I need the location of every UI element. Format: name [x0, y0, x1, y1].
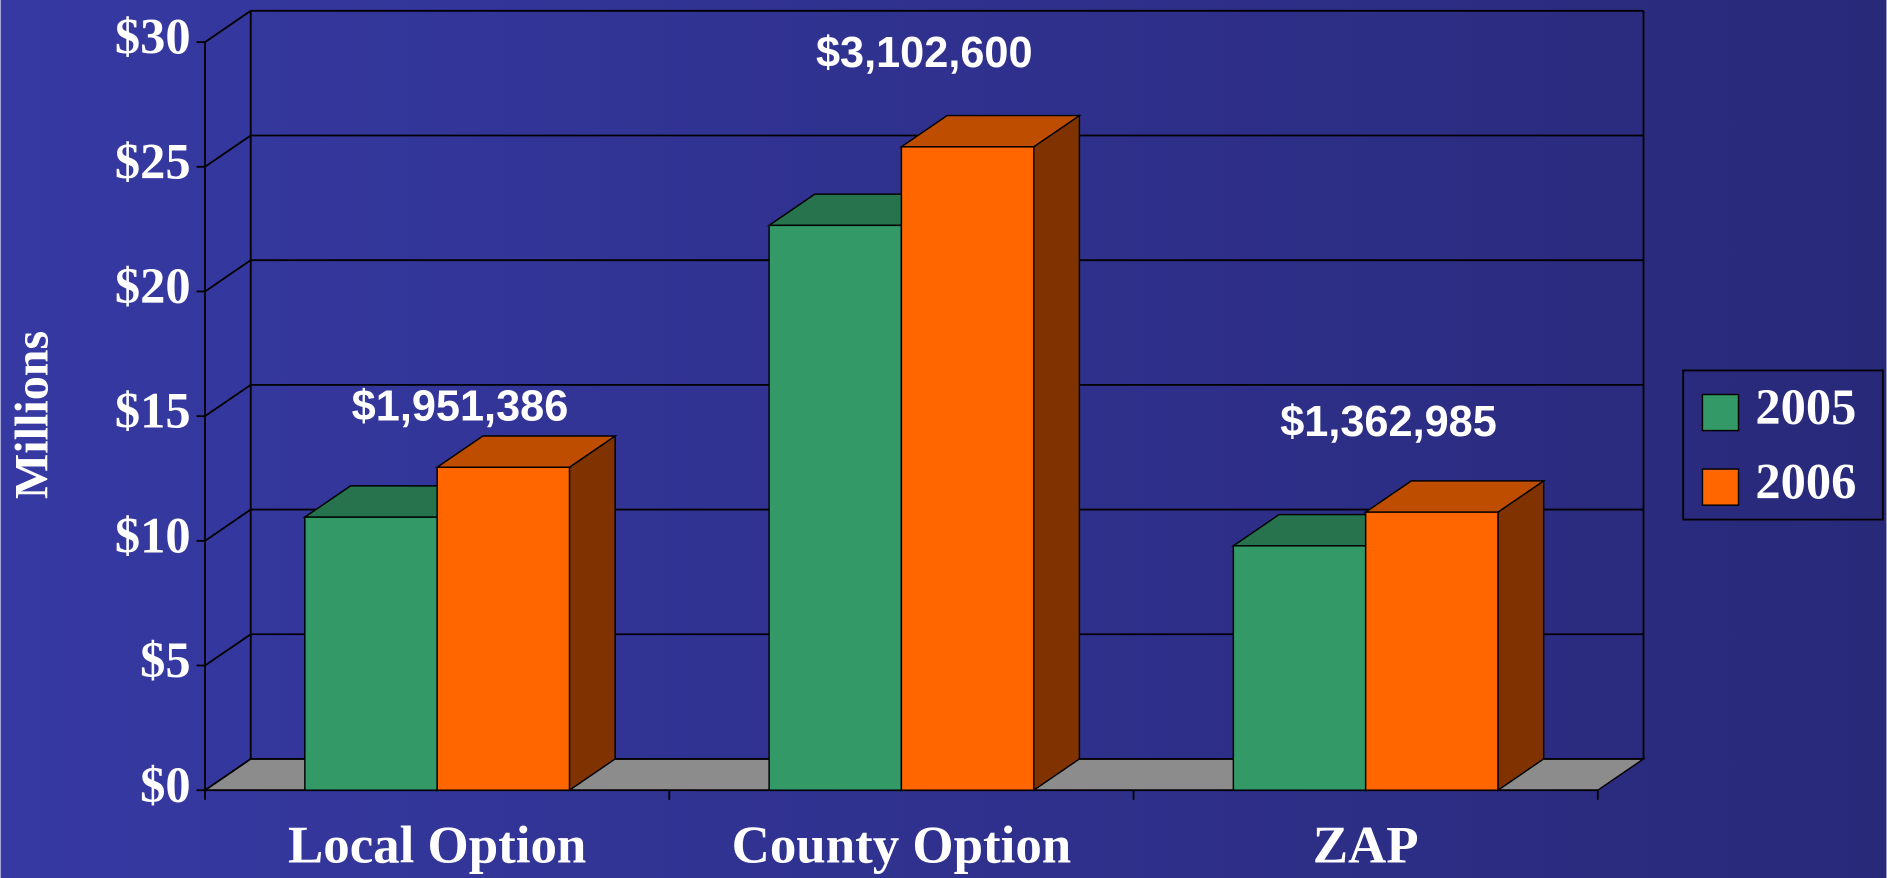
- x-tick-label: ZAP: [1313, 816, 1419, 874]
- bar: [304, 516, 438, 791]
- y-tick-label: $30: [115, 9, 191, 65]
- bar-side: [1032, 114, 1081, 792]
- x-tick-label: Local Option: [288, 816, 586, 874]
- grid-line: [204, 383, 1644, 417]
- legend-swatch: [1701, 393, 1740, 432]
- x-tick-label: County Option: [732, 816, 1072, 874]
- y-axis-label: Millions: [6, 331, 59, 499]
- bar: [768, 224, 903, 791]
- annotation: $3,102,600: [816, 29, 1033, 77]
- y-tick-label: $10: [115, 507, 191, 563]
- grid-line: [204, 633, 1644, 667]
- grid-line: [204, 758, 1644, 791]
- legend-label: 2006: [1755, 454, 1856, 510]
- annotation: $1,362,985: [1280, 398, 1497, 446]
- y-tick-label: $5: [140, 632, 191, 688]
- grid-line: [204, 259, 1644, 293]
- bar-side: [568, 434, 616, 792]
- legend-swatch: [1701, 468, 1740, 506]
- grid-line: [204, 508, 1644, 542]
- legend-box: [1682, 369, 1884, 521]
- y-tick-label: $25: [115, 133, 191, 189]
- annotation: $1,951,386: [352, 382, 569, 430]
- y-tick-label: $15: [115, 383, 191, 439]
- y-tick-label: $20: [115, 258, 191, 314]
- grid-line: [204, 9, 1644, 43]
- legend-label: 2005: [1755, 379, 1856, 435]
- bar: [1364, 511, 1499, 791]
- bar: [1232, 545, 1367, 791]
- bar: [900, 146, 1035, 791]
- bar-side: [1497, 479, 1545, 792]
- y-tick-label: $0: [140, 757, 191, 813]
- grid-line: [204, 134, 1644, 168]
- bar: [436, 466, 571, 791]
